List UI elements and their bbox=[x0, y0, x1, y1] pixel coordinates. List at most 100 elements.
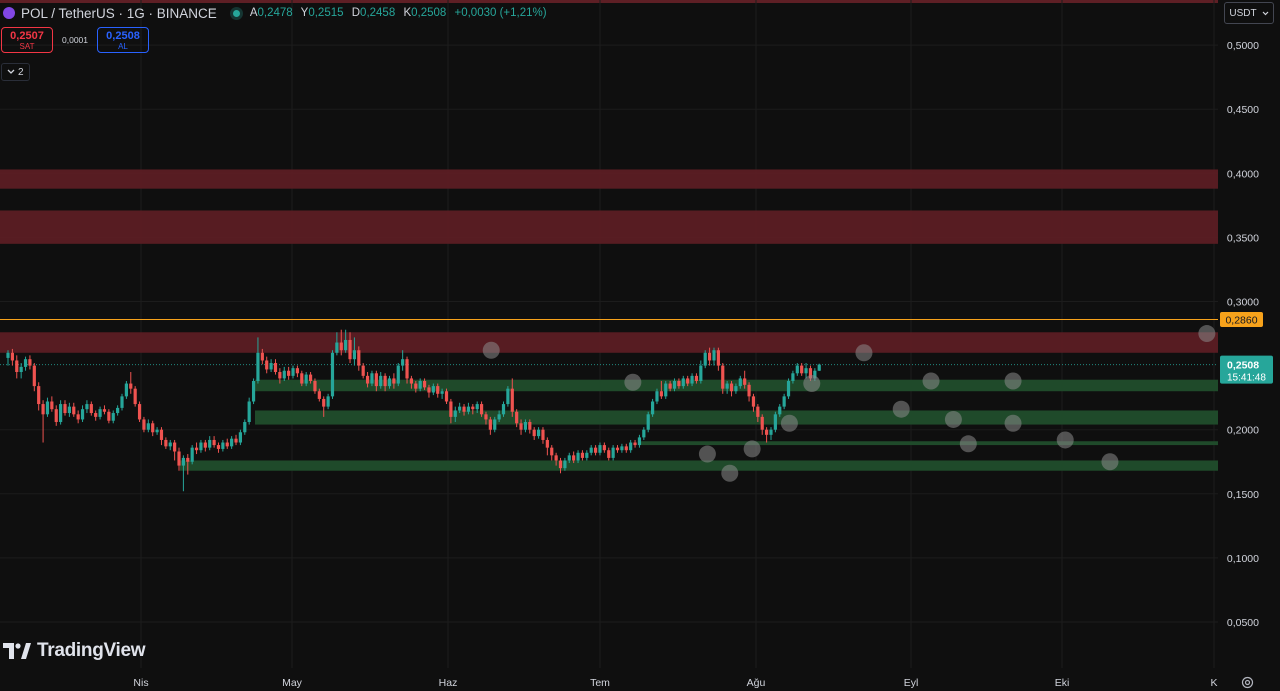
candle[interactable] bbox=[32, 363, 36, 392]
candle[interactable] bbox=[541, 427, 545, 444]
candle[interactable] bbox=[72, 402, 76, 417]
candle[interactable] bbox=[199, 439, 203, 453]
candle[interactable] bbox=[795, 363, 799, 376]
candle[interactable] bbox=[387, 375, 392, 389]
candle[interactable] bbox=[624, 443, 628, 453]
candle[interactable] bbox=[124, 380, 128, 399]
candle[interactable] bbox=[422, 378, 427, 390]
candle[interactable] bbox=[712, 347, 716, 366]
candle[interactable] bbox=[536, 427, 541, 439]
candle[interactable] bbox=[501, 401, 506, 417]
candle[interactable] bbox=[173, 439, 177, 461]
candle[interactable] bbox=[550, 445, 554, 461]
candle[interactable] bbox=[374, 370, 378, 392]
candle[interactable] bbox=[756, 404, 760, 423]
candle[interactable] bbox=[80, 405, 85, 423]
candle[interactable] bbox=[765, 427, 769, 443]
candle[interactable] bbox=[247, 397, 251, 425]
candle[interactable] bbox=[672, 378, 677, 392]
candle[interactable] bbox=[484, 411, 488, 425]
candle[interactable] bbox=[265, 356, 269, 374]
candle[interactable] bbox=[686, 375, 690, 387]
candle[interactable] bbox=[664, 380, 668, 399]
candle[interactable] bbox=[637, 434, 642, 448]
candle[interactable] bbox=[238, 429, 243, 446]
candle[interactable] bbox=[563, 457, 567, 471]
candle[interactable] bbox=[322, 396, 326, 417]
candle[interactable] bbox=[694, 373, 699, 384]
candle[interactable] bbox=[28, 355, 32, 370]
candle[interactable] bbox=[15, 355, 19, 379]
settings-gear-icon[interactable] bbox=[1241, 676, 1254, 689]
candle[interactable] bbox=[708, 347, 712, 366]
candle[interactable] bbox=[800, 363, 804, 376]
candle[interactable] bbox=[6, 350, 10, 366]
candle[interactable] bbox=[786, 378, 791, 399]
candle[interactable] bbox=[54, 405, 58, 426]
candle[interactable] bbox=[589, 445, 593, 456]
candle[interactable] bbox=[146, 419, 150, 433]
candle[interactable] bbox=[159, 427, 164, 446]
candle[interactable] bbox=[528, 419, 532, 434]
candle[interactable] bbox=[462, 404, 466, 416]
candle[interactable] bbox=[208, 436, 212, 451]
candle[interactable] bbox=[576, 450, 580, 464]
currency-selector[interactable]: USDT bbox=[1224, 2, 1274, 24]
candle[interactable] bbox=[479, 401, 484, 417]
candle[interactable] bbox=[734, 383, 738, 394]
candle[interactable] bbox=[67, 402, 71, 417]
candle[interactable] bbox=[23, 356, 28, 371]
candle[interactable] bbox=[593, 445, 598, 456]
candle[interactable] bbox=[607, 447, 611, 461]
candle[interactable] bbox=[278, 368, 282, 384]
candle[interactable] bbox=[598, 442, 602, 456]
candle[interactable] bbox=[168, 439, 172, 451]
buy-button[interactable]: 0,2508 AL bbox=[97, 27, 149, 53]
candle[interactable] bbox=[313, 378, 317, 394]
candle[interactable] bbox=[532, 427, 536, 440]
candle[interactable] bbox=[458, 402, 462, 414]
candle[interactable] bbox=[41, 400, 45, 443]
candle[interactable] bbox=[365, 372, 370, 388]
candle[interactable] bbox=[76, 410, 80, 424]
candle[interactable] bbox=[10, 348, 14, 366]
candle[interactable] bbox=[743, 370, 747, 389]
candle[interactable] bbox=[747, 382, 751, 402]
candle[interactable] bbox=[50, 396, 54, 412]
candle[interactable] bbox=[778, 404, 782, 417]
candle[interactable] bbox=[251, 378, 256, 405]
candle[interactable] bbox=[348, 332, 352, 364]
candle[interactable] bbox=[519, 419, 523, 435]
candle[interactable] bbox=[181, 455, 185, 492]
candle[interactable] bbox=[63, 400, 67, 416]
candle[interactable] bbox=[453, 406, 457, 423]
candle[interactable] bbox=[151, 420, 155, 437]
candle[interactable] bbox=[116, 405, 120, 416]
candle[interactable] bbox=[256, 337, 260, 384]
indicators-toggle-button[interactable]: 2 bbox=[1, 63, 30, 81]
candle[interactable] bbox=[102, 405, 107, 415]
candle[interactable] bbox=[497, 410, 501, 423]
candle[interactable] bbox=[383, 373, 387, 392]
candle[interactable] bbox=[335, 332, 339, 356]
candle[interactable] bbox=[729, 380, 734, 397]
candle[interactable] bbox=[216, 442, 221, 453]
candle[interactable] bbox=[291, 365, 295, 379]
candle[interactable] bbox=[431, 383, 435, 396]
candle[interactable] bbox=[506, 386, 510, 407]
candle[interactable] bbox=[129, 372, 133, 394]
candle[interactable] bbox=[370, 370, 374, 387]
candle[interactable] bbox=[304, 372, 308, 387]
candle[interactable] bbox=[107, 409, 111, 424]
candle[interactable] bbox=[585, 450, 589, 461]
candle[interactable] bbox=[633, 439, 637, 448]
candle[interactable] bbox=[466, 402, 471, 415]
candle[interactable] bbox=[339, 329, 343, 356]
candle[interactable] bbox=[326, 393, 330, 410]
candle[interactable] bbox=[668, 380, 672, 392]
candle[interactable] bbox=[19, 363, 23, 379]
candle[interactable] bbox=[401, 350, 405, 371]
candle[interactable] bbox=[471, 404, 475, 415]
candle[interactable] bbox=[817, 363, 821, 371]
candle[interactable] bbox=[120, 393, 124, 411]
